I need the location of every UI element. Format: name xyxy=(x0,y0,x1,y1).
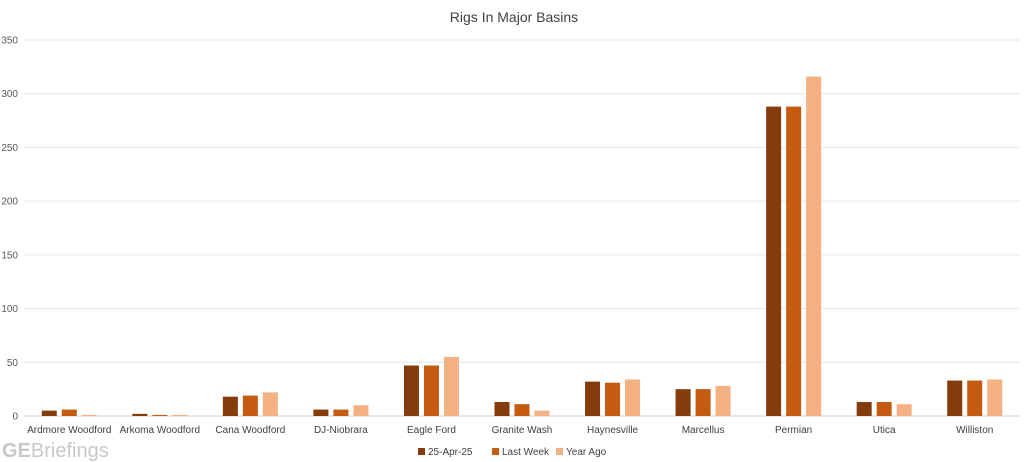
y-tick-label: 0 xyxy=(12,412,18,423)
legend-label: Year Ago xyxy=(566,447,607,458)
x-tick-label: Utica xyxy=(873,425,896,436)
bar xyxy=(967,380,983,416)
bar xyxy=(534,410,550,416)
y-tick-label: 250 xyxy=(1,143,18,154)
bar xyxy=(987,379,1003,416)
bar xyxy=(514,404,530,416)
bar xyxy=(896,404,912,416)
x-tick-label: Haynesville xyxy=(587,425,639,436)
legend-swatch xyxy=(418,448,425,455)
bar xyxy=(585,381,601,416)
x-tick-label: Granite Wash xyxy=(492,425,553,436)
bar xyxy=(806,76,822,417)
bar xyxy=(675,389,691,416)
bar xyxy=(443,356,459,416)
y-axis: 0 50 100 150 200 250 300 350 xyxy=(1,36,18,423)
x-tick-label: Eagle Ford xyxy=(407,425,456,436)
bar xyxy=(403,365,419,416)
chart-title: Rigs In Major Basins xyxy=(450,9,578,25)
bar xyxy=(222,396,238,416)
x-tick-label: Permian xyxy=(775,425,812,436)
gridlines xyxy=(24,39,1020,417)
y-tick-label: 50 xyxy=(7,358,19,369)
bar xyxy=(494,402,510,416)
bar xyxy=(61,409,77,416)
bar xyxy=(715,385,731,416)
bar xyxy=(132,413,148,416)
x-axis: Ardmore Woodford Arkoma Woodford Cana Wood… xyxy=(27,425,993,436)
x-tick-label: Marcellus xyxy=(682,425,725,436)
bar xyxy=(695,389,711,416)
x-tick-label: DJ-Niobrara xyxy=(314,425,368,436)
bar xyxy=(353,405,369,416)
bar xyxy=(876,402,892,416)
legend-label: 25-Apr-25 xyxy=(428,447,473,458)
bar xyxy=(856,402,872,416)
bar xyxy=(605,382,621,416)
bar xyxy=(172,414,188,416)
bar xyxy=(786,106,802,416)
y-tick-label: 200 xyxy=(1,197,18,208)
x-tick-label: Cana Woodford xyxy=(215,425,285,436)
watermark-logo: GEBriefings xyxy=(2,440,109,462)
bar xyxy=(152,414,168,416)
y-tick-label: 100 xyxy=(1,304,18,315)
bar xyxy=(766,106,782,416)
legend: 25-Apr-25 Last Week Year Ago xyxy=(418,447,607,458)
x-tick-label: Williston xyxy=(956,425,993,436)
legend-swatch xyxy=(492,448,499,455)
legend-swatch xyxy=(556,448,563,455)
bar xyxy=(262,392,278,416)
bar xyxy=(242,395,258,416)
x-tick-label: Arkoma Woodford xyxy=(120,425,200,436)
bar xyxy=(625,379,641,416)
bar xyxy=(41,410,57,416)
y-tick-label: 300 xyxy=(1,89,18,100)
y-tick-label: 150 xyxy=(1,250,18,261)
x-tick-label: Ardmore Woodford xyxy=(27,425,111,436)
watermark-rest: Briefings xyxy=(30,440,109,462)
bar xyxy=(333,409,349,416)
watermark-bold: GE xyxy=(2,440,31,462)
bar xyxy=(81,414,97,416)
legend-label: Last Week xyxy=(502,447,550,458)
bar xyxy=(313,409,329,416)
bar xyxy=(423,365,439,416)
y-tick-label: 350 xyxy=(1,36,18,47)
bars xyxy=(41,76,1003,417)
bar xyxy=(947,380,963,416)
